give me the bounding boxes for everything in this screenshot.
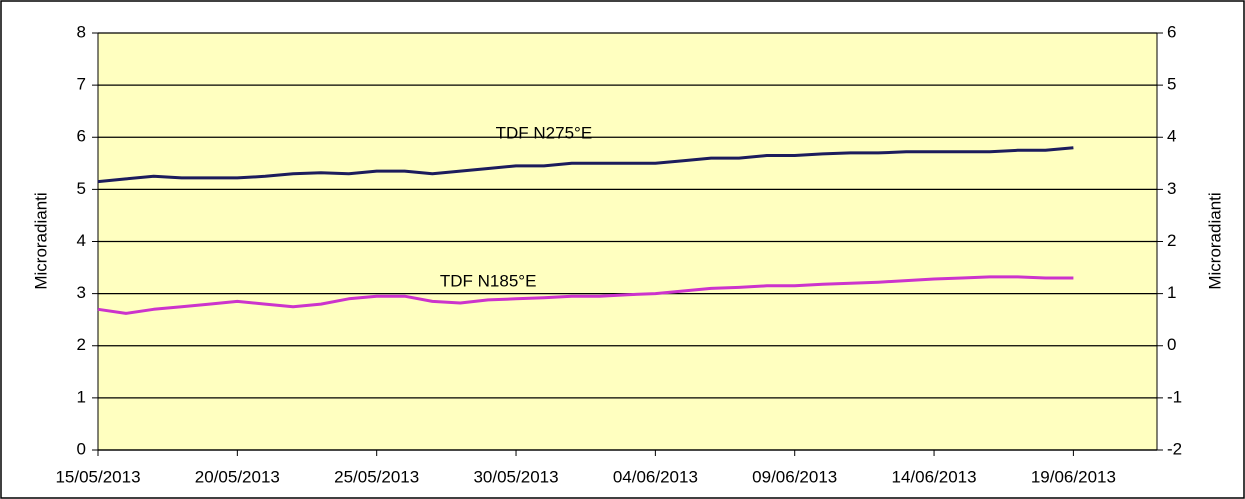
x-tick-label: 20/05/2013 xyxy=(195,467,280,486)
y2-tick-label: -1 xyxy=(1167,387,1182,406)
x-tick-label: 14/06/2013 xyxy=(892,467,977,486)
series-label: TDF N275°E xyxy=(496,123,593,142)
y2-tick-label: 3 xyxy=(1167,179,1176,198)
y2-tick-label: 2 xyxy=(1167,231,1176,250)
x-tick-label: 04/06/2013 xyxy=(613,467,698,486)
y2-tick-label: 0 xyxy=(1167,335,1176,354)
y2-axis-title: Microradianti xyxy=(1205,192,1224,289)
x-tick-label: 19/06/2013 xyxy=(1031,467,1116,486)
y-tick-label: 0 xyxy=(77,439,86,458)
x-tick-label: 15/05/2013 xyxy=(55,467,140,486)
x-tick-label: 25/05/2013 xyxy=(334,467,419,486)
y2-tick-label: 5 xyxy=(1167,75,1176,94)
y-tick-label: 4 xyxy=(77,231,86,250)
series-line xyxy=(97,146,1074,184)
y-tick-label: 7 xyxy=(77,75,86,94)
x-tick-label: 30/05/2013 xyxy=(473,467,558,486)
y-tick-label: 8 xyxy=(77,22,86,41)
y-tick-label: 1 xyxy=(77,387,86,406)
y-tick-label: 6 xyxy=(77,127,86,146)
series-label: TDF N185°E xyxy=(440,271,537,290)
y2-tick-label: -2 xyxy=(1167,439,1182,458)
y2-tick-label: 1 xyxy=(1167,283,1176,302)
y-tick-label: 5 xyxy=(77,179,86,198)
x-tick-label: 09/06/2013 xyxy=(752,467,837,486)
y2-tick-label: 4 xyxy=(1167,127,1176,146)
y-tick-label: 3 xyxy=(77,283,86,302)
y2-tick-label: 6 xyxy=(1167,22,1176,41)
series-line xyxy=(97,275,1074,315)
y-tick-label: 2 xyxy=(77,335,86,354)
y-axis-title: Microradianti xyxy=(31,192,50,289)
